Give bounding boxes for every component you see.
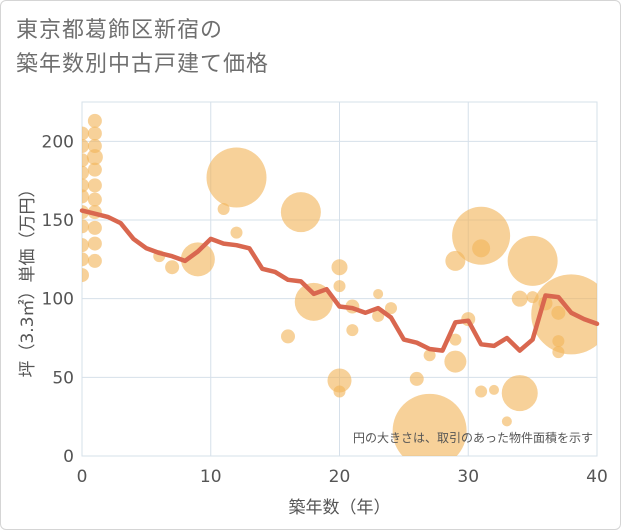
bubble-point [327,368,352,393]
chart-title: 東京都葛飾区新宿の 築年数別中古戸建て価格 [16,14,269,82]
bubble-point [230,226,243,239]
trend-line-layer [79,208,600,353]
series-line [79,208,600,353]
bubble-point [82,165,89,180]
x-tick-label: 40 [586,467,608,487]
x-tick-label: 0 [77,467,88,487]
x-tick-label: 30 [457,467,479,487]
bubble-point [82,268,89,283]
bubble-point [501,375,538,412]
y-tick-label: 50 [52,368,74,388]
size-note: 円の大きさは、取引のあった物件面積を示す [353,430,593,445]
bubble-point [86,149,103,166]
y-tick-label: 150 [42,211,74,231]
bubble-point [87,139,102,154]
y-tick-label: 200 [42,132,74,152]
bubble-point [82,189,89,204]
bubble-point [423,349,436,362]
bubble-point [87,162,102,177]
bubble-point [165,260,180,275]
bubble-point [180,242,215,277]
bubble-point [511,290,528,307]
bubble-point [217,202,230,215]
y-tick-label: 100 [42,290,74,310]
bubble-point [280,192,321,233]
bubble-point [333,280,346,293]
bubble-point [82,126,89,141]
x-tick-label: 10 [200,467,222,487]
chart-title-line2: 築年数別中古戸建て価格 [16,52,270,77]
bubble-point [87,253,102,268]
bubble-point [489,384,499,395]
bubble-point [87,236,102,251]
bubble-point [449,333,462,346]
bubble-point [82,252,89,267]
bubble-point [444,350,467,373]
bubble-point [333,385,346,398]
bubble-point [87,192,102,207]
tick-labels: 0 10 20 30 40 0 50 100 150 200 [42,132,608,487]
bubble-point [409,371,424,386]
y-tick-label: 0 [63,447,74,467]
y-axis-label: 坪（3.3㎡）単価（万円） [18,180,38,377]
bubble-point [475,385,488,398]
chart-title-line1: 東京都葛飾区新宿の [16,18,224,43]
bubble-point [87,113,102,128]
bubble-point [281,329,295,344]
bubble-point [82,219,89,234]
bubble-point [373,288,384,299]
bubble-point [87,126,102,141]
bubble-point [472,239,491,258]
bubble-point [392,393,467,456]
bubble-point [82,139,89,154]
x-axis-label: 築年数（年） [289,498,391,518]
bubble-point [82,238,89,253]
bubble-point [87,178,102,193]
bubble-point [82,178,89,193]
bubble-point [331,259,348,276]
x-tick-label: 20 [329,467,351,487]
bubbles-layer [82,113,597,456]
bubble-point [507,235,558,286]
bubble-point [385,302,397,315]
bubble-point [452,206,511,265]
bubble-point [82,153,89,168]
bubble-point [206,147,267,208]
bubble-point [501,416,512,427]
bubble-point [87,220,102,235]
bubble-point [346,324,359,337]
